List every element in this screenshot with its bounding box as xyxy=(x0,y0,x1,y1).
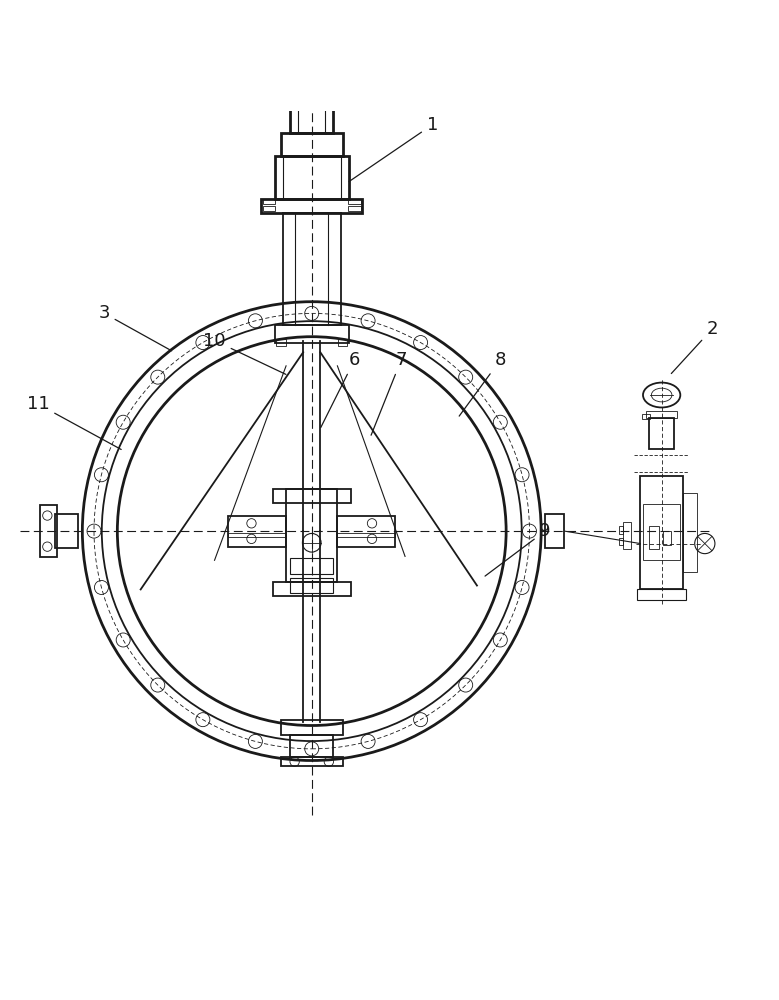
Bar xyxy=(348,206,361,211)
Bar xyxy=(291,578,333,593)
Bar xyxy=(649,418,674,449)
Text: 11: 11 xyxy=(26,395,122,449)
Bar xyxy=(263,199,275,204)
Bar xyxy=(337,516,395,547)
Bar xyxy=(263,206,275,211)
Bar xyxy=(280,133,343,156)
Bar xyxy=(280,757,343,766)
Bar xyxy=(683,493,697,572)
Bar xyxy=(228,533,287,537)
Bar xyxy=(286,58,338,70)
Bar xyxy=(275,156,349,199)
Bar xyxy=(337,533,395,537)
Text: 8: 8 xyxy=(459,351,506,416)
Bar xyxy=(228,516,287,547)
Bar xyxy=(261,199,362,213)
Bar xyxy=(649,526,659,549)
Bar xyxy=(642,414,650,419)
Bar xyxy=(287,489,337,582)
Bar xyxy=(277,339,286,346)
Bar xyxy=(273,489,351,503)
Bar xyxy=(619,526,623,534)
Text: 6: 6 xyxy=(321,351,360,428)
Bar xyxy=(640,476,683,589)
Bar xyxy=(55,514,79,548)
Text: 9: 9 xyxy=(485,522,551,576)
Text: 1: 1 xyxy=(349,116,438,182)
Bar xyxy=(637,589,686,600)
Bar xyxy=(291,735,333,757)
Bar xyxy=(291,558,333,574)
Bar xyxy=(348,199,361,204)
Text: 3: 3 xyxy=(98,304,171,351)
Bar xyxy=(643,504,680,560)
Bar xyxy=(646,411,677,418)
Text: 2: 2 xyxy=(671,320,718,374)
Bar xyxy=(663,531,671,545)
Bar xyxy=(275,325,349,343)
Text: 7: 7 xyxy=(371,351,407,435)
Bar xyxy=(40,505,57,557)
Bar xyxy=(291,70,333,133)
Bar xyxy=(619,538,623,545)
Text: 10: 10 xyxy=(203,332,286,374)
Bar xyxy=(273,582,351,596)
Bar xyxy=(280,720,343,735)
Bar xyxy=(338,339,347,346)
Bar xyxy=(623,522,631,549)
Bar xyxy=(545,514,565,548)
